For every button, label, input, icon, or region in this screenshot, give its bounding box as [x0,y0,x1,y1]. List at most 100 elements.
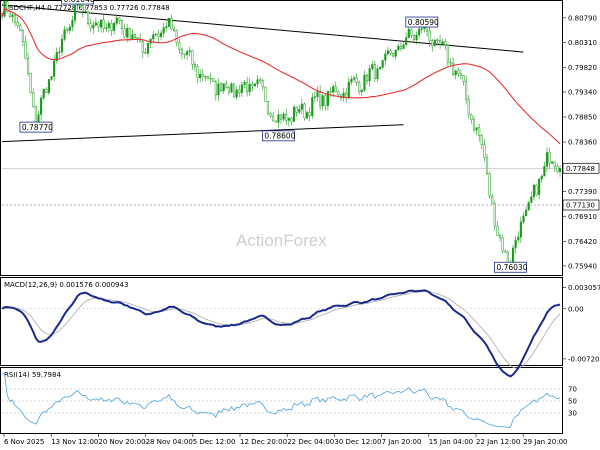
candle [548,147,551,170]
candle-body [24,41,27,59]
candle-body [558,168,562,172]
candle [428,27,431,47]
candle [225,80,228,89]
candle [392,52,395,58]
price-tick-label: 0.78360 [568,139,597,147]
candle [535,183,538,197]
time-tick-label: 20 Nov 20:00 [98,438,145,446]
candle [175,29,178,47]
candle [462,75,465,86]
candle-body [118,17,121,21]
candle-body [334,86,337,93]
candle-body [188,50,191,52]
candle-body [493,203,496,227]
macd-title: MACD(12,26,9) 0.001576 0.000943 [4,281,128,289]
candle [238,84,241,98]
candle-body [152,34,155,40]
candle-body [444,41,447,46]
candle [467,95,470,119]
candle [186,49,189,60]
swing-label-box [494,261,527,273]
candle [465,75,468,105]
candle-body [352,77,356,80]
candle [389,48,392,56]
time-tick-label: 22 Jan 12:00 [476,438,520,446]
candle-body [480,135,483,146]
price-panel-frame [0,0,563,276]
candle-body [196,66,199,79]
candle-body [363,74,366,91]
candle [475,127,478,136]
candle [329,87,332,98]
candle-body [13,14,17,23]
candle [441,38,444,46]
candle [376,64,379,83]
candle [363,70,366,93]
candle [472,116,476,133]
candle [261,78,264,91]
candle [13,12,17,27]
time-tick-label: 29 Jan 20:00 [523,438,567,446]
candle-body [290,117,293,122]
candle [527,200,530,211]
candle [285,108,288,126]
candle [123,23,126,40]
candle [501,235,504,254]
candle-body [522,215,525,223]
candle-body [100,19,103,28]
candle-body [110,23,113,31]
candle [66,27,69,34]
candle [107,20,110,33]
candle [188,46,191,57]
candle-body [397,45,400,51]
candle [517,231,520,243]
candle [488,172,491,199]
candle-body [47,79,50,93]
candle-body [329,91,332,93]
candle [183,53,186,60]
candle [110,19,113,36]
candle-body [298,109,301,113]
candle-body [186,51,189,56]
time-tick-label: 30 Dec 12:00 [334,438,381,446]
candle-body [131,34,134,40]
candle-body [365,74,369,82]
price-grid [2,167,560,206]
candle [525,206,528,217]
candle [6,0,9,13]
candle [201,68,204,82]
price-title: USDCHF,H4 0.77728 0.77853 0.77726 0.7784… [4,4,170,12]
candle-body [472,119,476,131]
candle-body [347,81,350,98]
candle [540,174,543,183]
candle [272,112,275,122]
candle [118,16,121,25]
last-price-tag: 0.77848 [566,165,595,173]
candle [162,22,165,38]
candle [146,42,150,58]
time-tick-label: 12 Dec 20:00 [240,438,287,446]
candle [199,69,202,83]
candle-body [123,28,126,38]
candle [170,14,173,31]
candle [384,49,387,66]
candle [266,100,270,116]
candle-body [514,239,517,249]
candle [42,88,45,101]
candle [21,29,24,47]
candle-body [350,78,353,83]
candle-body [102,19,105,29]
candle [545,147,549,172]
candles [0,0,562,271]
candle [454,70,457,80]
swing-label-box [61,0,95,5]
candle [308,107,311,122]
candle-body [97,22,100,28]
candle [558,165,562,177]
candle [24,35,27,60]
candle-body [141,41,144,53]
candle [379,66,382,71]
candle-body [261,80,264,88]
candle-body [204,76,207,78]
candle-body [105,27,108,29]
